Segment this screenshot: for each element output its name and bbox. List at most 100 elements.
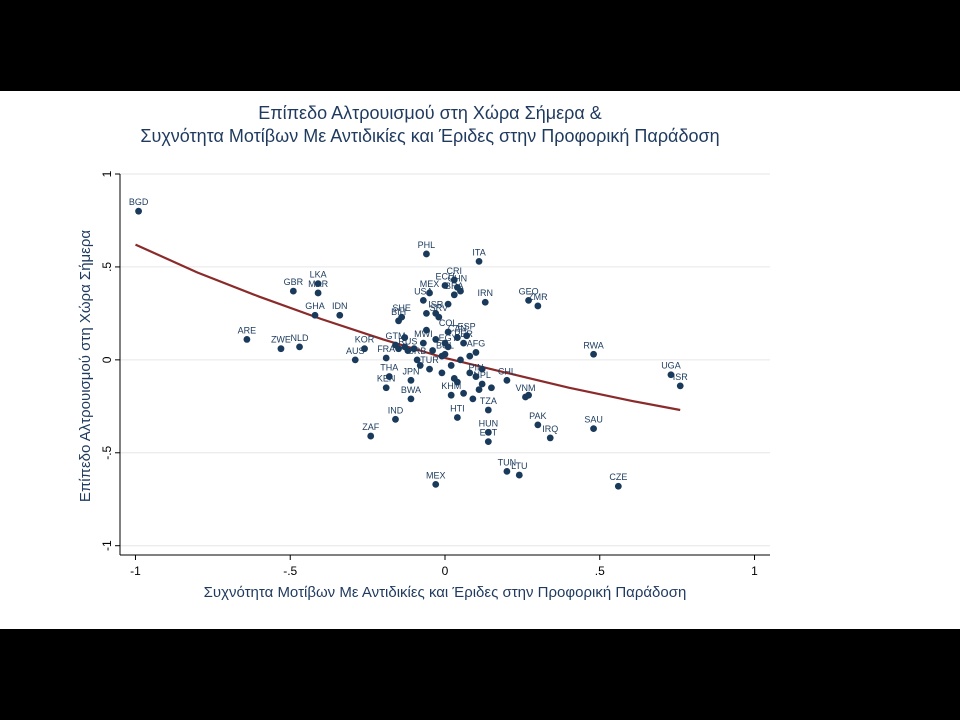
data-point bbox=[463, 332, 471, 340]
data-point bbox=[484, 428, 492, 436]
data-point bbox=[444, 300, 452, 308]
data-point bbox=[444, 328, 452, 336]
point-label: SRV bbox=[430, 303, 448, 313]
data-point bbox=[614, 482, 622, 490]
data-point bbox=[314, 289, 322, 297]
data-point bbox=[314, 280, 322, 288]
point-label: LTU bbox=[511, 461, 527, 471]
point-label: TUR bbox=[420, 355, 439, 365]
point-label: HUN bbox=[479, 418, 499, 428]
data-point bbox=[460, 389, 467, 397]
data-point bbox=[466, 352, 474, 360]
point-label: EST bbox=[480, 428, 498, 438]
data-point bbox=[441, 350, 449, 358]
data-point bbox=[450, 291, 458, 299]
data-point bbox=[453, 283, 461, 291]
y-tick-label: .5 bbox=[100, 262, 114, 272]
data-point bbox=[525, 296, 532, 304]
point-label: ISR bbox=[673, 372, 689, 382]
data-point bbox=[447, 391, 455, 399]
point-label: CHN bbox=[448, 273, 468, 283]
data-point bbox=[423, 309, 430, 317]
data-point bbox=[466, 369, 474, 377]
x-axis-label: Συχνότητα Μοτίβων Με Αντιδικίες και Έριδ… bbox=[204, 584, 687, 601]
point-label: GHA bbox=[305, 301, 325, 311]
point-label: ARE bbox=[238, 325, 257, 335]
data-point bbox=[423, 326, 430, 334]
point-label: USA bbox=[414, 286, 433, 296]
data-point bbox=[534, 302, 542, 310]
data-point bbox=[392, 415, 399, 423]
data-point bbox=[289, 287, 297, 295]
point-label: CZE bbox=[609, 472, 627, 482]
point-label: ECU bbox=[435, 272, 454, 282]
point-label: SRB bbox=[408, 346, 427, 356]
data-point bbox=[457, 356, 464, 364]
data-point bbox=[590, 350, 597, 358]
data-point bbox=[277, 345, 285, 353]
data-point bbox=[503, 376, 511, 384]
point-label: ESP bbox=[458, 322, 476, 332]
point-label: PHL bbox=[418, 240, 436, 250]
data-point bbox=[534, 421, 542, 429]
point-label: MEX bbox=[420, 279, 440, 289]
point-label: ZAF bbox=[362, 422, 380, 432]
grid-layer bbox=[120, 173, 770, 547]
data-point bbox=[676, 382, 684, 390]
x-tick-label: 0 bbox=[442, 564, 449, 578]
point-label: KEN bbox=[377, 374, 396, 384]
point-label: ZMR bbox=[528, 292, 548, 302]
point-label: IND bbox=[388, 405, 404, 415]
data-point bbox=[478, 365, 486, 373]
point-label: SAU bbox=[584, 415, 603, 425]
point-label: GEO bbox=[519, 286, 539, 296]
axis-layer: -1 -.5 0 .5 1 -1 -.5 0 .5 1 bbox=[100, 170, 770, 578]
point-label: UGA bbox=[661, 361, 681, 371]
data-point bbox=[361, 345, 368, 353]
point-label: MWI bbox=[414, 329, 433, 339]
data-point bbox=[413, 356, 421, 364]
data-point bbox=[404, 347, 412, 354]
data-point bbox=[410, 345, 418, 353]
point-label: FRA bbox=[377, 344, 395, 354]
data-point bbox=[407, 395, 415, 403]
point-label: ITA bbox=[472, 247, 485, 257]
x-tick-label: 1 bbox=[751, 564, 758, 578]
point-label: MEX bbox=[426, 470, 446, 480]
point-label: ZWE bbox=[271, 335, 291, 345]
x-tick-label: -.5 bbox=[283, 564, 297, 578]
point-label: CAN bbox=[448, 324, 467, 334]
data-point bbox=[447, 362, 455, 369]
point-label: COL bbox=[439, 318, 458, 328]
data-point bbox=[382, 384, 390, 392]
data-point bbox=[392, 341, 399, 349]
chart-subtitle: Συχνότητα Μοτίβων Με Αντιδικίες και Έριδ… bbox=[140, 126, 720, 146]
data-point bbox=[488, 384, 495, 392]
data-point bbox=[432, 480, 440, 488]
point-label: IRN bbox=[477, 288, 493, 298]
data-point bbox=[135, 207, 142, 215]
point-label: PIN bbox=[468, 363, 483, 373]
point-label: GBR bbox=[284, 277, 304, 287]
data-point bbox=[484, 406, 492, 414]
data-point bbox=[590, 425, 597, 433]
y-tick-label: -.5 bbox=[100, 445, 114, 459]
y-axis-label: Επίπεδο Αλτρουισμού στη Χώρα Σήμερα bbox=[77, 230, 94, 502]
data-point bbox=[515, 471, 523, 479]
data-point bbox=[503, 467, 511, 475]
data-point bbox=[460, 339, 467, 347]
y-tick-label: -1 bbox=[100, 540, 114, 551]
data-point bbox=[296, 343, 303, 351]
data-point bbox=[472, 349, 480, 356]
data-point bbox=[475, 257, 483, 265]
point-label: IDN bbox=[332, 301, 348, 311]
point-label: BWA bbox=[401, 385, 421, 395]
data-point bbox=[419, 296, 427, 304]
point-label: NPL bbox=[473, 370, 491, 380]
data-point bbox=[484, 438, 492, 446]
data-point bbox=[311, 311, 319, 319]
point-label: MAR bbox=[308, 279, 329, 289]
point-label: PAK bbox=[529, 411, 546, 421]
point-label: JPN bbox=[402, 366, 419, 376]
